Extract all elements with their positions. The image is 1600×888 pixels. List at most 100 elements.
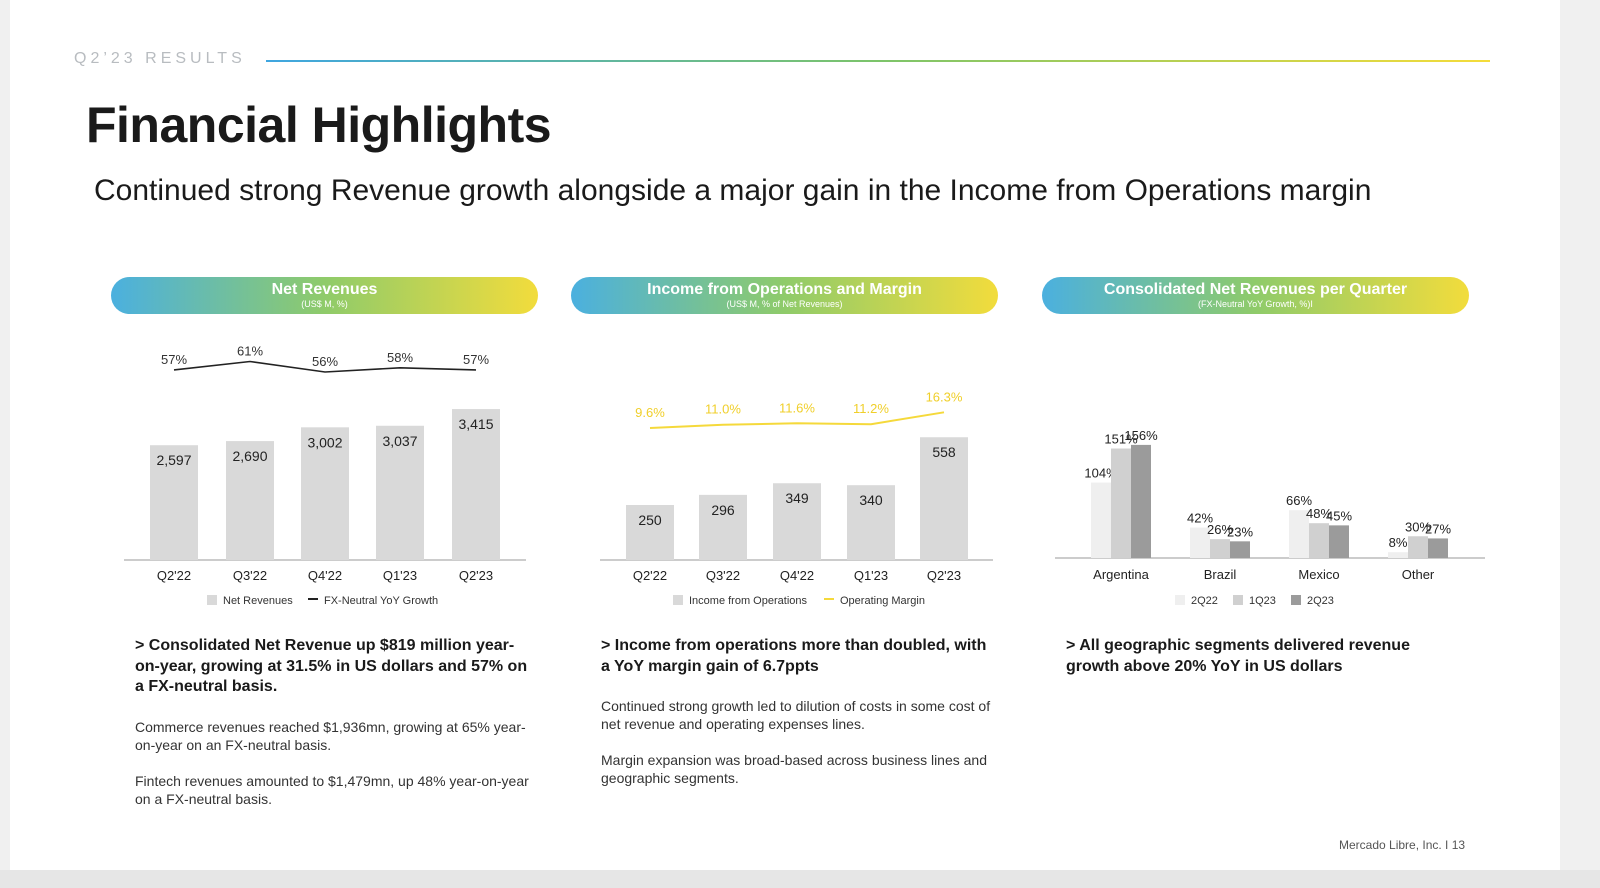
bar-data-label: 3,037 — [382, 433, 417, 449]
x-tick-label: Q1'23 — [854, 568, 888, 583]
commentary-paragraph: Commerce revenues reached $1,936mn, grow… — [135, 718, 526, 753]
bar-data-label: 45% — [1326, 508, 1352, 523]
bar-data-label: 558 — [932, 444, 956, 460]
legend-label: Income from Operations — [689, 595, 807, 607]
line-fx-neutral-growth — [173, 360, 477, 373]
bar-data-label: 26% — [1207, 522, 1233, 537]
line-data-label: 58% — [387, 350, 413, 365]
bar-income-ops — [626, 505, 674, 560]
commentary-headline: > All geographic segments delivered reve… — [1066, 637, 1410, 675]
commentary-paragraph: Fintech revenues amounted to $1,479mn, u… — [135, 772, 529, 807]
bar-data-label: 156% — [1124, 428, 1158, 443]
bar-data-label: 2,690 — [232, 448, 267, 464]
x-tick-label: Q3'22 — [233, 568, 267, 583]
legend-label: FX-Neutral YoY Growth — [324, 595, 438, 607]
bar-data-label: 66% — [1286, 493, 1312, 508]
x-tick-label: Other — [1402, 567, 1435, 582]
bar-1q23 — [1309, 523, 1329, 558]
bar-2q23 — [1428, 538, 1448, 558]
x-tick-label: Q2'23 — [459, 568, 493, 583]
bar-income-ops — [847, 485, 895, 560]
x-tick-label: Argentina — [1093, 567, 1149, 582]
bar-data-label: 42% — [1187, 511, 1213, 526]
geo-revenues-commentary: > All geographic segments delivered reve… — [1066, 636, 1436, 697]
line-data-label: 11.0% — [705, 402, 741, 417]
legend-label: Net Revenues — [223, 595, 293, 607]
bar-2q23 — [1230, 541, 1250, 558]
bar-2q22 — [1289, 510, 1309, 558]
bar-data-label: 27% — [1425, 521, 1451, 536]
geo-revenues-chart: 104% 151% 156% Argentina 42% 26% 23% Brazil 66% 4… — [1050, 340, 1490, 625]
x-tick-label: Q2'22 — [157, 568, 191, 583]
bar-data-label: 48% — [1306, 506, 1332, 521]
panel-title: Consolidated Net Revenues per Quarter — [1103, 281, 1408, 298]
bar-data-label: 151% — [1104, 432, 1138, 447]
geo-revenues-chart-svg: 104%151%156%Argentina42%26%23%Brazil66%4… — [1055, 428, 1485, 607]
panel-subtitle: (US$ M, % of Net Revenues) — [726, 299, 843, 309]
bar-2q22 — [1091, 482, 1111, 558]
bar-income-ops — [773, 483, 821, 560]
x-tick-label: Q2'22 — [633, 568, 667, 583]
line-data-label: 57% — [161, 352, 187, 367]
legend-label: 1Q23 — [1249, 595, 1276, 607]
page-subtitle: Continued strong Revenue growth alongsid… — [94, 174, 1372, 207]
commentary-headline: > Income from operations more than doubl… — [601, 637, 987, 675]
bar-income-ops — [699, 494, 747, 560]
bar-data-label: 104% — [1084, 466, 1118, 481]
x-tick-label: Q1'23 — [383, 568, 417, 583]
bar-income-ops — [920, 437, 968, 560]
commentary-headline: > Consolidated Net Revenue up $819 milli… — [135, 637, 528, 695]
viewer-margin — [1560, 0, 1600, 870]
bar-net-revenues — [301, 427, 349, 560]
bar-data-label: 8% — [1389, 535, 1408, 550]
legend-swatch — [1233, 595, 1243, 605]
legend-swatch — [673, 595, 683, 605]
commentary-paragraph: Margin expansion was broad-based across … — [601, 752, 987, 786]
x-tick-label: Q2'23 — [927, 568, 961, 583]
bar-data-label: 23% — [1227, 524, 1253, 539]
panel-header-income-ops: Income from Operations and Margin (US$ M… — [571, 277, 998, 314]
x-tick-label: Q4'22 — [308, 568, 342, 583]
bar-net-revenues — [376, 425, 424, 560]
footer-page-info: Mercado Libre, Inc. I 13 — [1339, 838, 1466, 852]
bar-data-label: 2,597 — [156, 452, 191, 468]
bar-data-label: 3,415 — [458, 416, 493, 432]
bar-data-label: 30% — [1405, 519, 1431, 534]
legend-swatch — [207, 595, 217, 605]
bar-data-label: 349 — [785, 490, 809, 506]
bar-1q23 — [1111, 448, 1131, 558]
panel-header-net-revenues: Net Revenues (US$ M, %) — [111, 277, 538, 314]
panel-title: Income from Operations and Margin — [647, 281, 922, 298]
legend-label: 2Q22 — [1191, 595, 1218, 607]
net-revenues-chart: 2,597 Q2'22 57% 2,690 Q3'22 61% 3,002 Q4'22 56% 3… — [120, 340, 540, 625]
section-kicker: Q2’23 RESULTS — [74, 50, 246, 67]
bar-data-label: 3,002 — [307, 434, 342, 450]
bar-data-label: 250 — [638, 512, 662, 528]
viewer-bottom-margin — [0, 870, 1600, 888]
line-data-label: 56% — [312, 354, 338, 369]
x-tick-label: Q3'22 — [706, 568, 740, 583]
line-data-label: 9.6% — [635, 405, 665, 420]
slide — [10, 0, 1560, 870]
bar-2q23 — [1131, 444, 1151, 558]
bar-2q22 — [1388, 552, 1408, 558]
legend-swatch — [1175, 595, 1185, 605]
net-revenues-commentary: > Consolidated Net Revenue up $819 milli… — [135, 636, 535, 826]
panel-header-geo-revenues: Consolidated Net Revenues per Quarter (F… — [1042, 277, 1469, 314]
panel-subtitle: (US$ M, %) — [301, 299, 348, 309]
bar-2q22 — [1190, 527, 1210, 558]
panel-title: Net Revenues — [271, 281, 378, 298]
panel-subtitle: (FX-Neutral YoY Growth, %)I — [1198, 299, 1313, 309]
line-data-label: 11.6% — [779, 400, 815, 415]
x-tick-label: Mexico — [1298, 567, 1339, 582]
page-title: Financial Highlights — [86, 97, 552, 153]
bar-net-revenues — [452, 409, 500, 560]
legend-label: 2Q23 — [1307, 595, 1334, 607]
line-data-label: 11.2% — [853, 401, 889, 416]
bar-net-revenues — [150, 445, 198, 560]
legend-swatch — [1291, 595, 1301, 605]
bar-data-label: 296 — [711, 502, 735, 518]
line-data-label: 57% — [463, 352, 489, 367]
line-operating-margin — [649, 411, 945, 429]
income-ops-commentary: > Income from operations more than doubl… — [601, 636, 993, 805]
